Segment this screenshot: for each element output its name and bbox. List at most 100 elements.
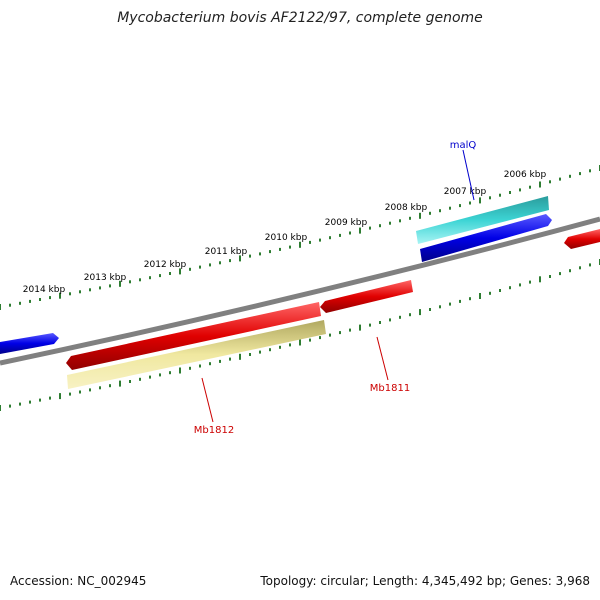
outer-ruler-minor-tick <box>149 276 151 280</box>
outer-ruler-minor-tick <box>19 301 21 305</box>
outer-ruler-minor-tick <box>99 286 101 290</box>
outer-ruler-minor-tick <box>369 226 371 230</box>
outer-ruler-minor-tick <box>219 261 221 265</box>
gene-forward-left[interactable] <box>0 333 59 354</box>
inner-ruler-minor-tick <box>489 291 491 295</box>
gene-mb1811[interactable] <box>320 280 413 313</box>
inner-ruler-major-tick <box>0 405 1 411</box>
gene-forward-malq-neighbor[interactable] <box>420 214 552 262</box>
inner-ruler-minor-tick <box>9 404 11 408</box>
inner-ruler-minor-tick <box>449 302 451 306</box>
outer-ruler-minor-tick <box>329 236 331 240</box>
outer-ruler-major-tick <box>419 212 421 219</box>
inner-ruler-major-tick <box>359 324 361 331</box>
inner-ruler-minor-tick <box>109 384 111 388</box>
inner-ruler-minor-tick <box>229 357 231 361</box>
outer-ruler-minor-tick <box>249 254 251 258</box>
gene-label-mb1812[interactable]: Mb1812 <box>194 425 234 436</box>
outer-ruler-minor-tick <box>209 263 211 267</box>
outer-ruler-minor-tick <box>469 201 471 205</box>
outer-ruler-minor-tick <box>279 247 281 251</box>
outer-ruler-major-tick <box>239 255 241 262</box>
inner-ruler-minor-tick <box>309 338 311 342</box>
inner-ruler-major-tick <box>299 339 301 346</box>
inner-ruler-minor-tick <box>529 280 531 284</box>
inner-ruler-major-tick <box>119 380 121 387</box>
map-title: Mycobacterium bovis AF2122/97, complete … <box>117 10 483 26</box>
inner-ruler-minor-tick <box>69 392 71 396</box>
outer-ruler-minor-tick <box>39 298 41 301</box>
inner-ruler-minor-tick <box>589 263 591 267</box>
inner-ruler-minor-tick <box>259 350 261 354</box>
inner-ruler-minor-tick <box>269 348 271 352</box>
inner-ruler-minor-tick <box>189 366 191 370</box>
gene-pseudo-mb1812[interactable] <box>67 320 326 389</box>
inner-ruler-minor-tick <box>89 388 91 392</box>
outer-ruler-minor-tick <box>349 231 351 235</box>
inner-ruler-minor-tick <box>149 375 151 379</box>
outer-ruler-minor-tick <box>319 238 321 242</box>
inner-ruler-minor-tick <box>429 308 431 311</box>
gene-label-mb1811[interactable]: Mb1811 <box>370 383 410 394</box>
outer-ruler-minor-tick <box>29 299 31 303</box>
outer-ruler-major-tick <box>119 280 121 287</box>
inner-ruler-minor-tick <box>219 359 221 363</box>
inner-ruler-minor-tick <box>569 269 571 273</box>
inner-ruler-minor-tick <box>469 297 471 301</box>
outer-ruler-minor-tick <box>579 172 581 176</box>
inner-ruler-minor-tick <box>549 275 551 278</box>
outer-ruler-minor-tick <box>129 280 131 284</box>
outer-ruler-minor-tick <box>259 252 261 256</box>
outer-ruler-minor-tick <box>289 245 291 249</box>
accession-text: Accession: NC_002945 <box>10 574 147 588</box>
inner-ruler-minor-tick <box>399 315 401 319</box>
ruler-label-2006: 2006 kbp <box>504 170 547 180</box>
outer-ruler-minor-tick <box>189 267 191 271</box>
outer-ruler-minor-tick <box>69 292 71 296</box>
inner-ruler-major-tick <box>479 293 481 299</box>
outer-ruler-minor-tick <box>529 185 531 189</box>
inner-ruler-minor-tick <box>99 386 101 390</box>
inner-ruler-minor-tick <box>519 283 521 287</box>
inner-ruler-minor-tick <box>249 353 251 356</box>
inner-ruler-minor-tick <box>169 371 171 375</box>
genome-backbone <box>0 216 600 366</box>
gene-rna-malq[interactable] <box>416 196 549 244</box>
outer-ruler-minor-tick <box>519 188 521 192</box>
outer-ruler-minor-tick <box>429 211 431 215</box>
ruler-label-2014: 2014 kbp <box>23 285 66 295</box>
inner-ruler-minor-tick <box>579 266 581 270</box>
inner-ruler-major-tick <box>539 276 541 283</box>
inner-ruler-minor-tick <box>439 305 441 309</box>
gene-reverse-right-edge[interactable] <box>564 229 600 249</box>
inner-ruler-minor-tick <box>129 380 131 383</box>
inner-ruler-minor-tick <box>379 321 381 324</box>
outer-ruler-minor-tick <box>569 174 571 178</box>
outer-ruler-minor-tick <box>489 196 491 200</box>
inner-ruler-major-tick <box>59 393 61 400</box>
gene-label-malq[interactable]: malQ <box>450 140 477 151</box>
outer-ruler-major-tick <box>299 241 301 248</box>
inner-ruler-minor-tick <box>279 345 281 349</box>
inner-ruler-minor-tick <box>79 390 81 394</box>
mb1811-leader-line <box>376 336 389 381</box>
outer-ruler-minor-tick <box>449 206 451 210</box>
outer-ruler-major-tick <box>179 268 181 275</box>
inner-ruler-minor-tick <box>559 272 561 276</box>
outer-ruler-major-tick <box>479 197 481 204</box>
outer-ruler-major-tick <box>0 304 1 310</box>
inner-ruler-minor-tick <box>19 402 21 406</box>
gene-mb1812[interactable] <box>66 302 321 370</box>
inner-ruler-minor-tick <box>319 336 321 340</box>
outer-ruler-minor-tick <box>459 204 461 208</box>
outer-ruler-minor-tick <box>229 259 231 263</box>
inner-ruler-minor-tick <box>349 328 351 332</box>
inner-ruler-minor-tick <box>289 343 291 347</box>
outer-ruler-minor-tick <box>139 278 141 282</box>
ruler-label-2011: 2011 kbp <box>205 247 248 257</box>
outer-ruler-minor-tick <box>439 209 441 213</box>
inner-ruler-minor-tick <box>409 313 411 317</box>
inner-ruler-minor-tick <box>339 331 341 335</box>
ruler-label-2007: 2007 kbp <box>444 187 487 197</box>
